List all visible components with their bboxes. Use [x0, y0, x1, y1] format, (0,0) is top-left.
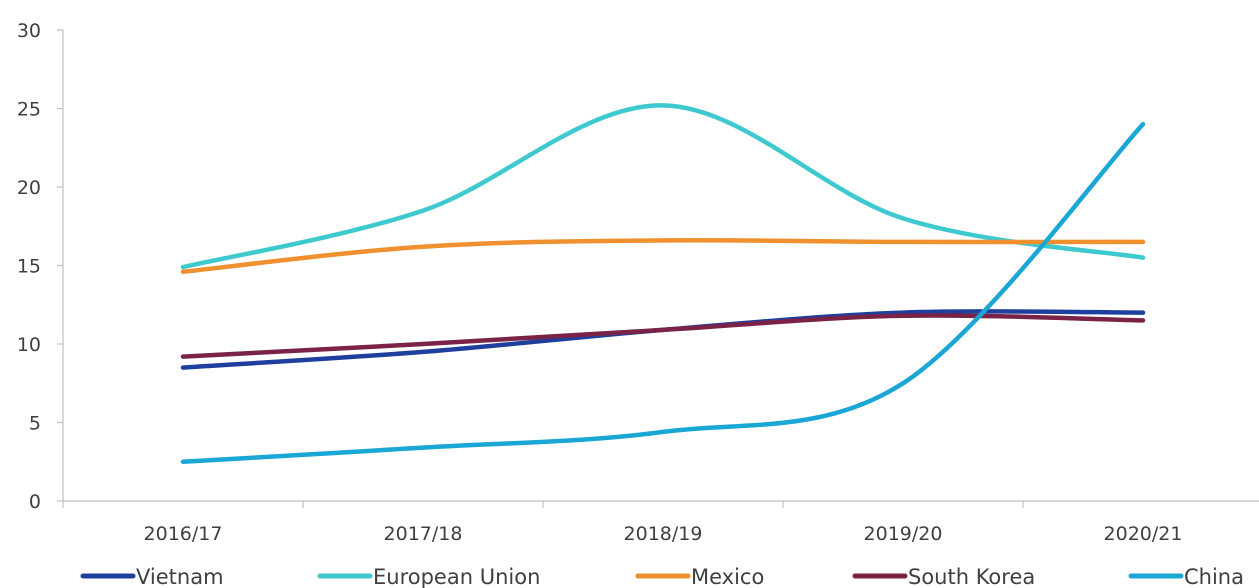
x-tick-label: 2018/19	[624, 523, 703, 545]
y-tick-label: 25	[17, 99, 41, 121]
legend-label-south-korea: South Korea	[908, 565, 1035, 588]
series-line-vietnam	[180, 309, 1146, 370]
y-axis: 0 5 10 15 20 25 30	[17, 20, 64, 513]
series-line-mexico	[180, 237, 1146, 275]
x-axis: 2016/17 2017/18 2018/19 2019/20 2020/21	[62, 500, 1259, 545]
series-line-european-union	[180, 103, 1146, 270]
y-tick-label: 20	[17, 177, 41, 199]
legend-label-vietnam: Vietnam	[136, 565, 224, 588]
series-lines	[180, 103, 1146, 465]
legend: Vietnam European Union Mexico South Korea Ch…	[80, 565, 1244, 588]
x-tick-label: 2019/20	[864, 523, 943, 545]
legend-label-mexico: Mexico	[691, 565, 764, 588]
y-tick-label: 15	[17, 256, 41, 278]
series-line-china	[180, 121, 1146, 465]
legend-label-european-union: European Union	[373, 565, 540, 588]
x-tick-label: 2017/18	[384, 523, 463, 545]
y-tick-label: 0	[29, 491, 41, 513]
y-tick-label: 5	[29, 413, 41, 435]
y-tick-label: 30	[17, 20, 41, 42]
legend-label-china: China	[1184, 565, 1244, 588]
series-line-south-korea	[180, 313, 1146, 359]
x-tick-label: 2020/21	[1104, 523, 1183, 545]
y-tick-label: 10	[17, 334, 41, 356]
x-tick-label: 2016/17	[144, 523, 223, 545]
